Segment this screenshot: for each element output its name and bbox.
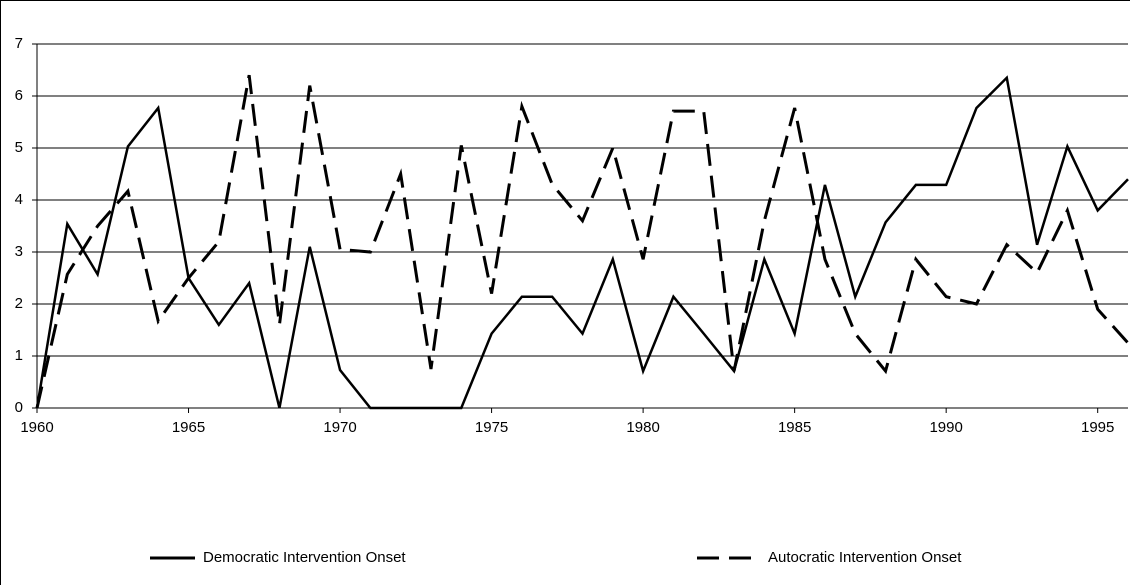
y-tick-label: 3 (15, 243, 23, 260)
y-tick-label: 0 (15, 399, 23, 416)
y-tick-label: 1 (15, 347, 23, 364)
y-tick-label: 7 (15, 35, 23, 52)
x-tick-label: 1970 (323, 419, 356, 436)
line-series (35, 74, 1130, 409)
legend-label: Democratic Intervention Onset (203, 549, 406, 566)
x-tick-label: 1965 (172, 419, 205, 436)
x-tick-label: 1990 (929, 419, 962, 436)
x-tick-label: 1960 (20, 419, 53, 436)
y-tick-label: 2 (15, 295, 23, 312)
y-tick-label: 5 (15, 139, 23, 156)
line-series (35, 75, 1129, 410)
y-tick-label: 4 (15, 191, 23, 208)
legend-label: Autocratic Intervention Onset (768, 549, 962, 566)
x-tick-label: 1975 (475, 419, 508, 436)
x-tick-label: 1985 (778, 419, 811, 436)
x-tick-label: 1995 (1081, 419, 1114, 436)
y-tick-label: 6 (15, 87, 23, 104)
x-tick-label: 1980 (626, 419, 659, 436)
